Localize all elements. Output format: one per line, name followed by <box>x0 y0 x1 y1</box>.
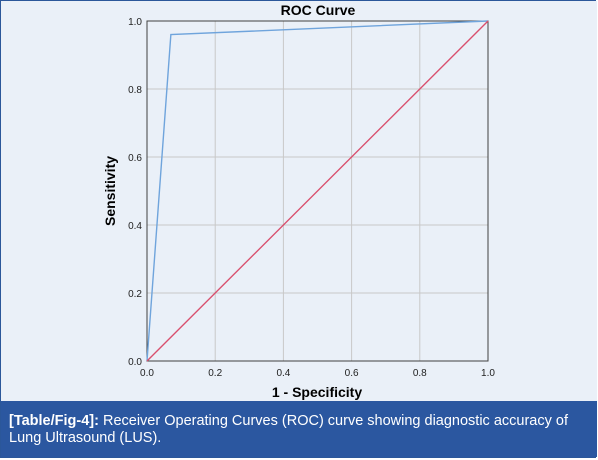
x-tick-label: 1.0 <box>481 368 495 379</box>
y-tick-label: 0.6 <box>128 153 142 164</box>
figure-caption: [Table/Fig-4]: Receiver Operating Curves… <box>1 401 597 457</box>
y-tick-label: 0.0 <box>128 357 142 368</box>
y-axis-label: Sensitivity <box>102 156 118 226</box>
tick-labels: 0.0 0.2 0.4 0.6 0.8 1.0 0.0 0.2 0.4 0.6 0.8 1.0 <box>128 17 495 379</box>
y-tick-label: 0.8 <box>128 85 142 96</box>
x-tick-label: 0.2 <box>208 368 222 379</box>
x-axis-label: 1 - Specificity <box>272 384 362 400</box>
roc-chart: ROC Curve 0.0 0.2 0.4 0.6 0.8 1.0 0.0 0.2 0.4 0.6… <box>102 2 495 400</box>
grid-lines <box>147 21 488 361</box>
y-tick-label: 0.4 <box>128 221 142 232</box>
x-tick-label: 0.8 <box>413 368 427 379</box>
reference-diagonal-line <box>146 20 489 362</box>
series-layer <box>146 20 489 362</box>
x-tick-label: 0.6 <box>345 368 359 379</box>
plot-area-frame <box>146 20 489 362</box>
y-tick-label: 1.0 <box>128 17 142 28</box>
chart-panel: ROC Curve 0.0 0.2 0.4 0.6 0.8 1.0 0.0 0.2 0.4 0.6… <box>1 1 597 401</box>
roc-curve-line <box>146 20 489 362</box>
x-tick-label: 0.0 <box>140 368 154 379</box>
x-tick-label: 0.4 <box>276 368 290 379</box>
caption-text: Receiver Operating Curves (ROC) curve sh… <box>9 413 568 446</box>
caption-label: [Table/Fig-4]: <box>9 413 99 429</box>
y-tick-label: 0.2 <box>128 289 142 300</box>
chart-title: ROC Curve <box>281 2 356 18</box>
